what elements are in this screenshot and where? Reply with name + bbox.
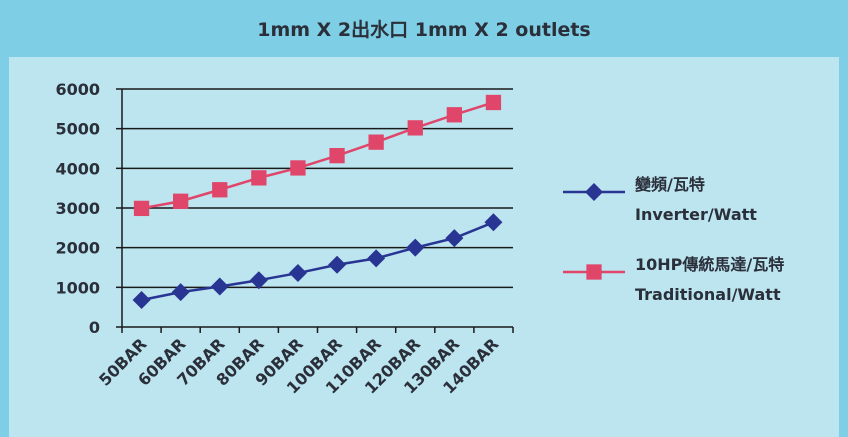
y-tick-label: 4000 — [55, 159, 100, 178]
data-point-inverter — [328, 255, 347, 274]
right-border — [839, 57, 848, 437]
chart-title: 1mm X 2出水口 1mm X 2 outlets — [257, 19, 591, 41]
legend-label-traditional-line1: 10HP傳統馬達/瓦特 — [635, 255, 784, 274]
data-point-inverter — [445, 229, 464, 248]
data-point-inverter — [367, 249, 386, 268]
data-point-inverter — [288, 264, 307, 283]
data-point-traditional — [446, 107, 462, 123]
data-point-traditional — [368, 134, 384, 150]
series-line-traditional — [141, 101, 494, 210]
y-tick-label: 1000 — [55, 278, 100, 297]
data-point-inverter — [249, 271, 268, 290]
x-tick-labels: 50BAR60BAR70BAR80BAR90BAR100BAR110BAR120… — [95, 334, 502, 397]
legend-marker-inverter — [585, 183, 603, 201]
gridlines — [122, 88, 513, 289]
data-point-inverter — [210, 277, 229, 296]
data-point-traditional — [485, 94, 502, 111]
legend-marker-traditional — [586, 264, 602, 280]
title-bar: 1mm X 2出水口 1mm X 2 outlets — [0, 0, 848, 57]
data-point-traditional — [133, 200, 150, 217]
y-tick-label: 3000 — [55, 199, 100, 218]
data-point-inverter — [484, 213, 503, 232]
left-border — [0, 57, 9, 437]
data-point-traditional — [407, 120, 423, 136]
series-line-inverter — [141, 221, 494, 302]
y-tick-label: 2000 — [55, 239, 100, 258]
legend-label-traditional-line2: Traditional/Watt — [635, 285, 781, 304]
data-point-traditional — [290, 160, 306, 176]
y-tick-label: 6000 — [55, 80, 100, 99]
legend: 變頻/瓦特 Inverter/Watt 10HP傳統馬達/瓦特 Traditional… — [563, 175, 784, 304]
y-tick-labels: 0 1000 2000 3000 4000 5000 6000 — [55, 80, 100, 337]
series-group — [132, 94, 503, 310]
y-tick-label: 0 — [89, 318, 100, 337]
data-point-inverter — [171, 283, 190, 302]
data-point-traditional — [329, 147, 345, 164]
data-point-inverter — [406, 238, 425, 257]
legend-label-inverter-line1: 變頻/瓦特 — [635, 175, 705, 194]
data-point-traditional — [212, 182, 228, 198]
data-point-traditional — [173, 193, 189, 209]
data-point-inverter — [132, 291, 151, 310]
y-tick-label: 5000 — [55, 120, 100, 139]
legend-label-inverter-line2: Inverter/Watt — [635, 205, 757, 224]
axes — [116, 88, 514, 333]
data-point-traditional — [251, 170, 267, 186]
